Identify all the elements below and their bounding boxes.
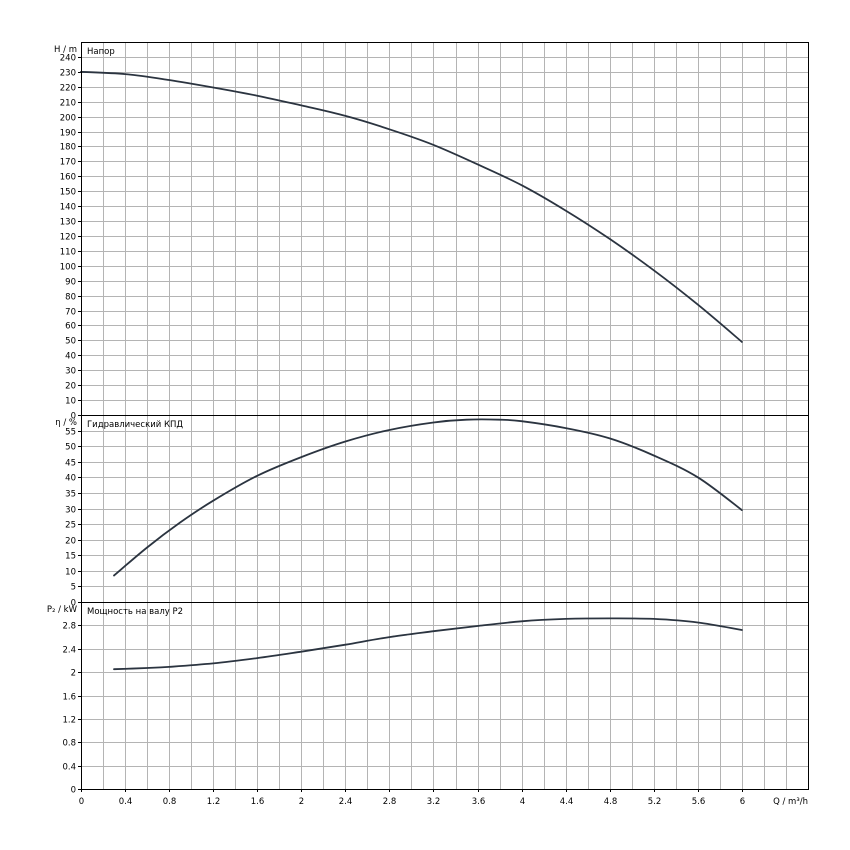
x-tick-label: 2.8: [383, 797, 397, 807]
y-tick-label: 90: [65, 278, 76, 288]
x-tick-label: 0.8: [163, 797, 177, 807]
y-tick-label: 60: [65, 322, 76, 332]
y-tick-label: 100: [60, 263, 76, 273]
y-tick-label: 200: [60, 114, 76, 124]
y-tick-label: 0.4: [62, 763, 76, 773]
y-tick-label: 140: [60, 203, 76, 213]
series-line: [80, 70, 743, 343]
series-line: [113, 617, 743, 671]
x-tick-label: 4.4: [560, 797, 574, 807]
y-tick-label: 120: [60, 233, 76, 243]
x-tick-label: 6: [740, 797, 745, 807]
panel-2: [78, 418, 808, 603]
y-tick-label: 210: [60, 99, 76, 109]
y-tick-label: 30: [65, 367, 76, 377]
y-tick-label: 160: [60, 173, 76, 183]
y-tick-label: 0.8: [62, 739, 76, 749]
y-tick-label: 0: [71, 786, 76, 796]
y-tick-label: 5: [71, 583, 76, 593]
y-tick-label: 190: [60, 129, 76, 139]
y-tick-label: 45: [65, 459, 76, 469]
y-tick-label: 30: [65, 506, 76, 516]
x-tick-label: 2: [299, 797, 304, 807]
y-tick-label: 15: [65, 552, 76, 562]
series-line: [113, 418, 743, 577]
y-tick-label: 240: [60, 54, 76, 64]
panel-1: [78, 57, 808, 416]
x-tick-label: 1.6: [251, 797, 265, 807]
x-tick-label: 1.2: [207, 797, 221, 807]
panel-3: [78, 617, 808, 790]
y-tick-label: 25: [65, 521, 76, 531]
y-tick-label: 50: [65, 443, 76, 453]
plot-frame: [81, 42, 809, 790]
y-tick-label: 0: [71, 412, 76, 422]
panel-title: Напор: [87, 47, 115, 57]
x-tick-label: 0.4: [119, 797, 133, 807]
y-tick-label: 0: [71, 599, 76, 609]
y-tick-label: 150: [60, 188, 76, 198]
x-tick-label: 5.2: [648, 797, 662, 807]
y-tick-label: 80: [65, 293, 76, 303]
x-tick-label: 4: [520, 797, 525, 807]
y-tick-label: 40: [65, 352, 76, 362]
y-tick-label: 110: [60, 248, 76, 258]
y-tick-label: 130: [60, 218, 76, 228]
x-tick-label: 4.8: [604, 797, 618, 807]
y-tick-label: 1.2: [62, 716, 76, 726]
y-axis-label: P₂ / kW: [47, 605, 78, 615]
y-axis-label: η / %: [55, 418, 77, 428]
panel-title: Мощность на валу P2: [87, 607, 183, 617]
x-tick-label: 2.4: [339, 797, 353, 807]
y-tick-label: 10: [65, 568, 76, 578]
y-tick-label: 50: [65, 337, 76, 347]
y-tick-label: 35: [65, 490, 76, 500]
panel-title: Гидравлический КПД: [87, 420, 183, 430]
y-tick-label: 1.6: [62, 693, 76, 703]
y-tick-label: 220: [60, 84, 76, 94]
y-tick-label: 40: [65, 474, 76, 484]
x-axis-label: Q / m³/h: [773, 797, 808, 807]
y-tick-label: 2.8: [62, 622, 76, 632]
y-tick-label: 230: [60, 69, 76, 79]
y-tick-label: 55: [65, 428, 76, 438]
y-tick-label: 20: [65, 537, 76, 547]
y-tick-label: 2: [71, 669, 76, 679]
y-axis-label: H / m: [54, 45, 77, 55]
y-tick-label: 20: [65, 382, 76, 392]
y-tick-label: 2.4: [62, 646, 76, 656]
y-tick-label: 70: [65, 308, 76, 318]
y-tick-label: 180: [60, 143, 76, 153]
x-tick-label: 3.6: [472, 797, 486, 807]
x-tick-label: 3.2: [427, 797, 441, 807]
y-tick-label: 10: [65, 397, 76, 407]
y-tick-label: 170: [60, 158, 76, 168]
x-tick-label: 0: [79, 797, 84, 807]
x-tick-label: 5.6: [692, 797, 706, 807]
